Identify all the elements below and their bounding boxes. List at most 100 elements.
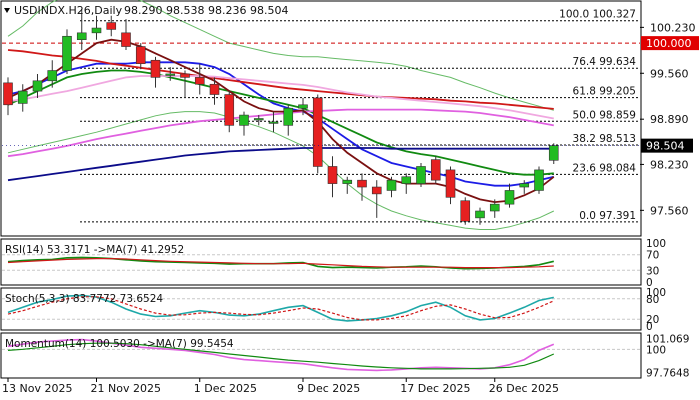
bear-candle: [121, 32, 131, 47]
bull-candle: [548, 145, 559, 161]
x-tick-label: 1 Dec 2025: [194, 382, 257, 395]
indicator-label: Stoch(5,3,3) 83.7772 73.6524: [5, 293, 163, 305]
moving-average-line: [7, 49, 554, 110]
bear-candle: [3, 82, 13, 106]
fib-level-label: 0.0 97.391: [579, 210, 636, 222]
collapse-triangle-icon[interactable]: [4, 8, 10, 13]
bear-candle: [312, 97, 323, 167]
bull-candle: [268, 121, 279, 124]
bear-candle: [445, 169, 456, 198]
bear-candle: [224, 94, 235, 126]
indicator-label: Momentum(14) 100.5030 ->MA(7) 99.5454: [5, 338, 234, 350]
x-tick-label: 9 Dec 2025: [297, 382, 360, 395]
bull-candle: [76, 32, 87, 40]
indicator-line: [7, 294, 554, 322]
indicator-line: [7, 342, 555, 370]
bull-candle: [165, 73, 176, 76]
bull-candle: [62, 35, 72, 71]
indicator-tick-label: 70: [646, 250, 659, 262]
last-price-tag: [641, 138, 693, 153]
fib-level-label: 50.0 98.859: [573, 109, 636, 121]
bull-candle: [91, 27, 102, 34]
bull-candle: [32, 80, 43, 92]
y-tick-label: 98.890: [650, 113, 689, 126]
bull-candle: [534, 169, 544, 191]
rsi-panel: RSI(14) 53.3171 ->MA(7) 41.2952: [2, 244, 640, 271]
indicator-tick-label: 80: [646, 294, 659, 306]
bull-candle: [253, 118, 264, 121]
momentum-panel-frame: [0, 332, 642, 379]
bull-candle: [283, 107, 294, 126]
bear-candle: [106, 22, 117, 30]
fib-level-label: 100.0 100.327: [559, 9, 636, 21]
indicator-line: [7, 258, 554, 269]
bear-candle: [209, 83, 220, 95]
indicator-label: RSI(14) 53.3171 ->MA(7) 41.2952: [5, 244, 184, 256]
bull-candle: [475, 210, 485, 219]
moving-average-line: [7, 75, 554, 120]
bull-candle: [17, 90, 28, 104]
chart-header: USDINDX.H26,Daily 98.290 98.538 98.236 9…: [4, 4, 288, 17]
x-tick-label: 26 Dec 2025: [489, 382, 559, 395]
bollinger-lower-line: [7, 111, 555, 230]
y-tick-label: 97.560: [650, 204, 689, 217]
x-tick-label: 13 Nov 2025: [2, 382, 72, 395]
bear-candle: [327, 166, 338, 184]
indicator-line: [7, 296, 555, 321]
indicator-tick-label: 101.069: [646, 333, 689, 345]
x-tick-label: 17 Dec 2025: [400, 382, 470, 395]
bull-candle: [342, 179, 353, 184]
indicator-tick-label: 0: [646, 321, 653, 333]
main-panel: 100.0 100.327 76.4 99.634 61.8 99.205 50.0 …: [2, 0, 640, 230]
bull-candle: [386, 179, 397, 191]
level-price-tag: [641, 36, 699, 51]
indicator-tick-label: 100: [646, 238, 666, 250]
fib-level-label: 76.4 99.634: [573, 56, 637, 68]
stoch-panel-frame: [0, 287, 642, 331]
x-tick-label: 21 Nov 2025: [91, 382, 161, 395]
fib-level-label: 23.6 98.084: [573, 162, 637, 174]
moving-average-line: [7, 38, 555, 204]
moving-average-line: [7, 147, 554, 182]
bear-candle: [357, 179, 367, 188]
last-price-label: 98.504: [646, 140, 685, 153]
indicator-tick-label: 100: [646, 287, 666, 299]
bear-candle: [430, 159, 441, 181]
indicator-tick-label: 97.7648: [646, 367, 689, 379]
bear-candle: [150, 59, 161, 78]
bear-candle: [460, 200, 471, 222]
indicator-tick-label: 30: [646, 265, 659, 277]
moving-average-line: [7, 108, 554, 158]
fib-level-label: 61.8 99.205: [573, 86, 636, 98]
bull-candle: [401, 176, 412, 184]
y-tick-label: 98.230: [650, 158, 689, 171]
main-panel-frame: [0, 0, 642, 237]
bull-candle: [489, 203, 500, 212]
panel-frames: [0, 0, 642, 379]
bull-candle: [504, 190, 515, 205]
bull-candle: [47, 70, 58, 82]
bear-candle: [371, 186, 382, 195]
fib-level-label: 38.2 98.513: [573, 133, 636, 145]
y-tick-label: 100.230: [650, 21, 696, 34]
indicator-tick-label: 100: [646, 344, 666, 356]
momentum-panel: Momentum(14) 100.5030 ->MA(7) 99.5454: [2, 338, 640, 372]
moving-average-line: [7, 69, 554, 176]
symbol-label: USDINDX.H26,Daily: [14, 4, 123, 17]
moving-average-line: [7, 61, 555, 187]
bear-candle: [180, 73, 190, 78]
bull-candle: [416, 166, 426, 184]
bull-candle: [298, 104, 308, 109]
rsi-panel-frame: [0, 238, 642, 286]
indicator-tick-label: 20: [646, 314, 659, 326]
bear-candle: [135, 46, 146, 64]
stoch-panel: Stoch(5,3,3) 83.7772 73.6524: [2, 293, 640, 322]
level-price-tag-label: 100.000: [646, 37, 692, 50]
bear-candle: [194, 77, 205, 85]
bollinger-upper-line: [7, 0, 554, 111]
axes: 100.000 100.230 99.560 98.890 98.230 97.560 98…: [2, 21, 699, 395]
bull-candle: [519, 183, 530, 188]
bull-candle: [239, 114, 249, 126]
ohlc-label: 98.290 98.538 98.236 98.504: [124, 4, 288, 17]
